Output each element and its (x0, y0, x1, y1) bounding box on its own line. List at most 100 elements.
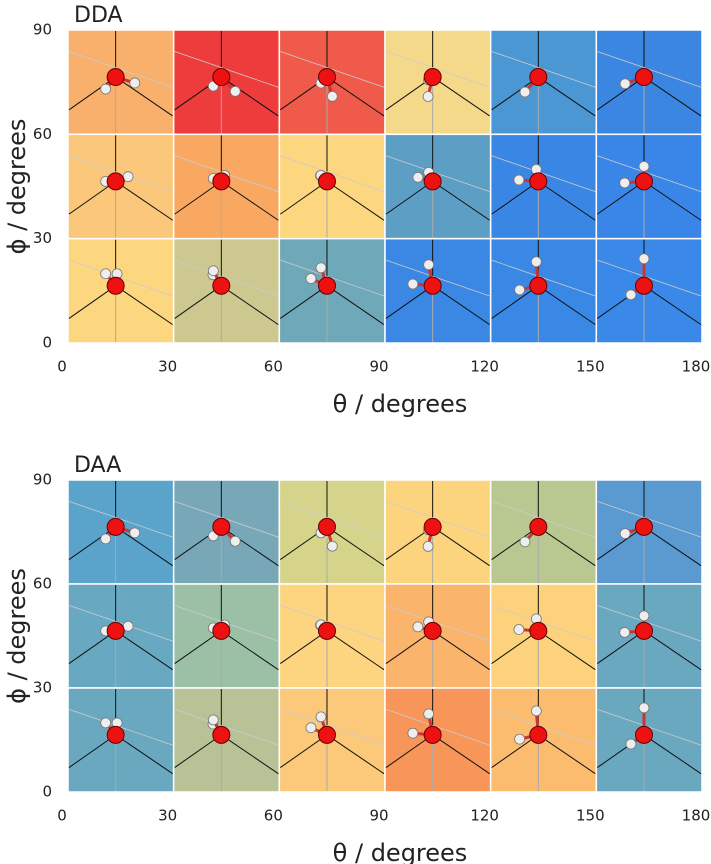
hydrogen-atom (326, 540, 338, 552)
oxygen-atom (212, 517, 231, 536)
cell (595, 29, 703, 136)
oxygen-atom (634, 276, 653, 295)
bond-line (68, 285, 116, 319)
bond-line (174, 630, 222, 664)
hydrogen-atom (207, 714, 219, 726)
bond-line (385, 51, 490, 88)
bond-line (385, 709, 490, 746)
cell (595, 583, 703, 689)
x-tick-label: 30 (158, 358, 177, 376)
cell (595, 479, 703, 585)
chart-title: DDA (74, 3, 123, 28)
cell (172, 133, 281, 240)
bond-line (68, 180, 116, 215)
cell (67, 237, 175, 344)
oxygen-atom (423, 725, 442, 744)
bond-line (280, 501, 385, 538)
hydrogen-atom (513, 624, 525, 635)
hydrogen-atom (122, 171, 134, 183)
y-tick-label: 90 (33, 21, 52, 39)
hydrogen-atom (122, 620, 134, 632)
bond-line (643, 526, 702, 567)
bond-line (643, 630, 702, 671)
cell (278, 687, 386, 793)
bond-line (643, 285, 702, 326)
oxygen-atom (212, 621, 231, 640)
bond-line (68, 155, 173, 192)
x-axis-label: θ / degrees (333, 390, 468, 418)
bond-line (174, 734, 222, 768)
hydrogen-atom (514, 733, 525, 745)
bond-line (597, 709, 702, 746)
x-tick-label: 180 (682, 807, 711, 825)
hydrogen-atom (407, 727, 419, 739)
cell (278, 583, 386, 689)
bond-line (538, 285, 596, 326)
hydrogen-atom (129, 77, 141, 89)
cell (384, 583, 492, 689)
bond-line (221, 526, 279, 567)
bond-line (326, 180, 385, 221)
y-axis-label: ϕ / degrees (3, 119, 31, 255)
x-tick-label: 30 (158, 807, 177, 825)
x-tick-label: 60 (264, 807, 283, 825)
bond-line (174, 501, 279, 538)
hydrogen-atom (638, 160, 650, 172)
bond-line (597, 526, 645, 560)
bond-line (385, 155, 490, 192)
bond-line (432, 76, 490, 117)
oxygen-atom (529, 517, 548, 536)
bond-line (432, 734, 490, 775)
bond-line (115, 734, 173, 775)
bond-line (68, 259, 173, 297)
hydrogen-atom (619, 177, 631, 189)
hydrogen-atom (412, 171, 424, 183)
oxygen-atom (317, 621, 336, 640)
bond-line (538, 526, 596, 567)
hydrogen-atom (412, 621, 424, 633)
x-tick-label: 120 (470, 807, 499, 825)
bond-line (280, 285, 328, 319)
bond-line (491, 76, 539, 111)
bond-line (385, 259, 490, 297)
oxygen-atom (529, 725, 548, 744)
hydrogen-atom (305, 722, 317, 734)
bond-line (326, 734, 385, 775)
bond-line (280, 709, 385, 746)
bond-line (280, 51, 385, 88)
oxygen-atom (634, 621, 653, 640)
bond-line (280, 259, 385, 297)
x-tick-label: 0 (57, 807, 67, 825)
oxygen-atom (423, 517, 442, 536)
bond-line (68, 51, 173, 88)
bond-line (174, 180, 222, 215)
hydrogen-atom (619, 528, 631, 539)
oxygen-atom (317, 517, 336, 536)
oxygen-atom (529, 621, 548, 640)
hydrogen-atom (422, 91, 434, 102)
cell (595, 687, 703, 793)
chart-title: DAA (74, 453, 121, 478)
bond-line (491, 526, 539, 560)
cell (278, 237, 386, 344)
hydrogen-atom (423, 708, 435, 720)
hydrogen-atom (207, 265, 219, 277)
x-tick-label: 150 (576, 807, 605, 825)
oxygen-atom (634, 172, 653, 191)
y-tick-label: 90 (33, 471, 52, 489)
oxygen-atom (106, 172, 125, 191)
x-tick-label: 90 (369, 358, 388, 376)
y-tick-label: 30 (33, 679, 52, 697)
bond-line (491, 180, 539, 215)
bond-line (538, 76, 596, 117)
hydrogen-atom (514, 284, 525, 296)
bond-line (597, 259, 702, 297)
hydrogen-atom (229, 535, 241, 547)
bond-line (385, 180, 433, 215)
bond-line (115, 526, 173, 567)
bond-line (491, 709, 596, 746)
oxygen-atom (212, 68, 231, 87)
bond-line (68, 605, 173, 642)
y-tick-label: 60 (33, 125, 52, 143)
